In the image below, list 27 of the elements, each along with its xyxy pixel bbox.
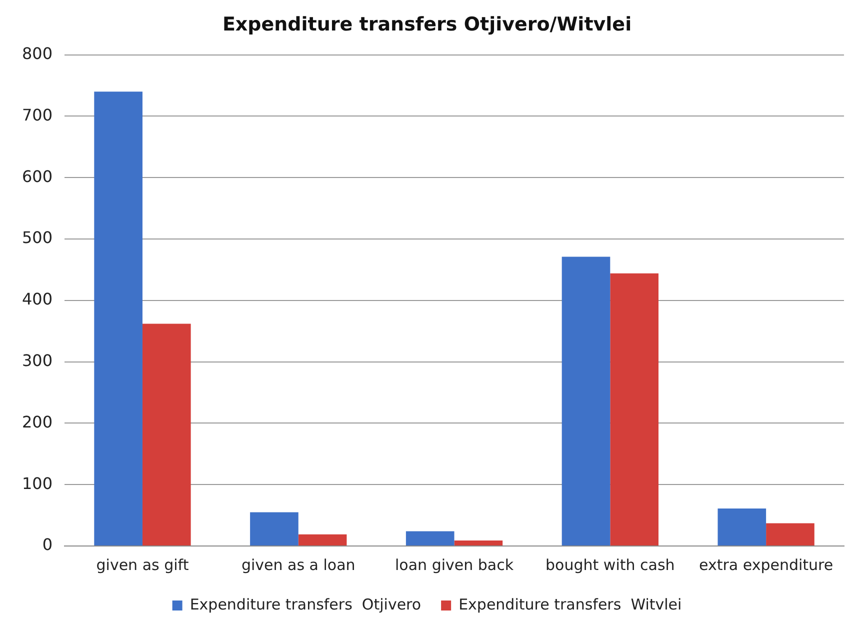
y-tick-label: 100 (22, 474, 53, 493)
y-tick-label: 200 (22, 412, 53, 432)
y-tick-label: 600 (22, 166, 53, 186)
bar (562, 256, 610, 546)
bar (250, 512, 298, 546)
chart-title: Expenditure transfers Otjivero/Witvlei (222, 13, 632, 36)
y-tick-label: 700 (22, 105, 53, 124)
legend-label: Expenditure transfers Otjivero (190, 595, 422, 614)
legend-label: Expenditure transfers Witvlei (458, 595, 682, 614)
bar (610, 273, 658, 546)
x-tick-label: given as a loan (241, 556, 356, 574)
y-tick-label: 500 (22, 228, 53, 248)
x-tick-label: extra expenditure (699, 556, 834, 574)
bar (298, 534, 347, 546)
bar (142, 324, 191, 546)
y-tick-label: 300 (22, 350, 53, 370)
x-tick-label: bought with cash (546, 556, 675, 574)
bar (454, 540, 503, 546)
x-tick-label: loan given back (395, 556, 514, 574)
y-tick-label: 0 (42, 535, 53, 554)
x-tick-label: given as gift (96, 556, 189, 574)
y-tick-label: 400 (22, 290, 53, 309)
bar (766, 523, 814, 546)
bar (406, 531, 454, 546)
y-tick-label: 800 (22, 44, 53, 63)
bar (94, 92, 142, 546)
bar (718, 508, 766, 546)
